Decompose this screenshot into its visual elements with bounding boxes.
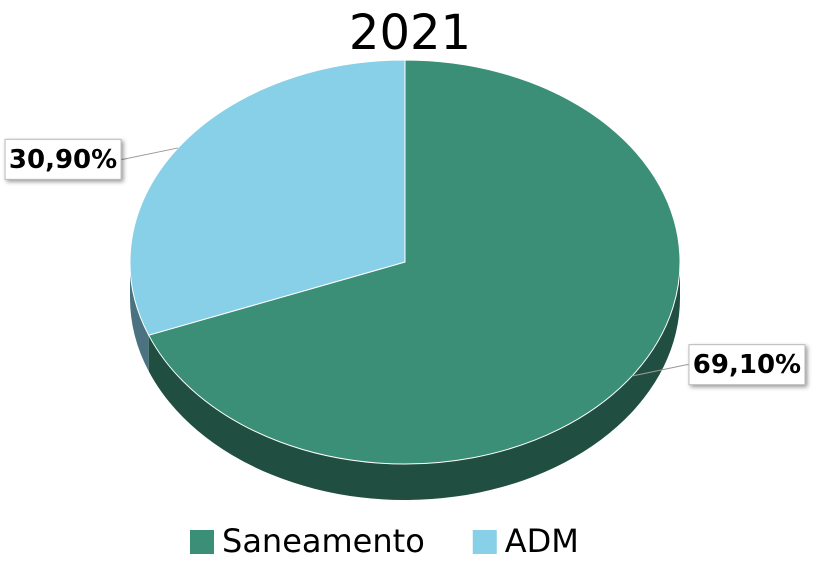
pie-slice-side bbox=[130, 262, 149, 372]
data-label: 69,10% bbox=[688, 344, 806, 386]
legend-label: ADM bbox=[505, 522, 579, 560]
legend-swatch bbox=[190, 530, 214, 554]
pie-slice-side bbox=[148, 262, 681, 500]
legend-label: Saneamento bbox=[222, 522, 425, 560]
pie-slice bbox=[147, 59, 681, 465]
legend-swatch bbox=[472, 530, 497, 554]
data-label-text: 30,90% bbox=[9, 145, 117, 175]
pie-slice bbox=[129, 59, 406, 336]
data-label-box bbox=[688, 344, 806, 386]
data-label-text: 69,10% bbox=[693, 350, 801, 380]
data-label: 30,90% bbox=[4, 138, 122, 180]
data-label-box bbox=[4, 138, 122, 180]
chart-title: 2021 bbox=[349, 5, 471, 61]
